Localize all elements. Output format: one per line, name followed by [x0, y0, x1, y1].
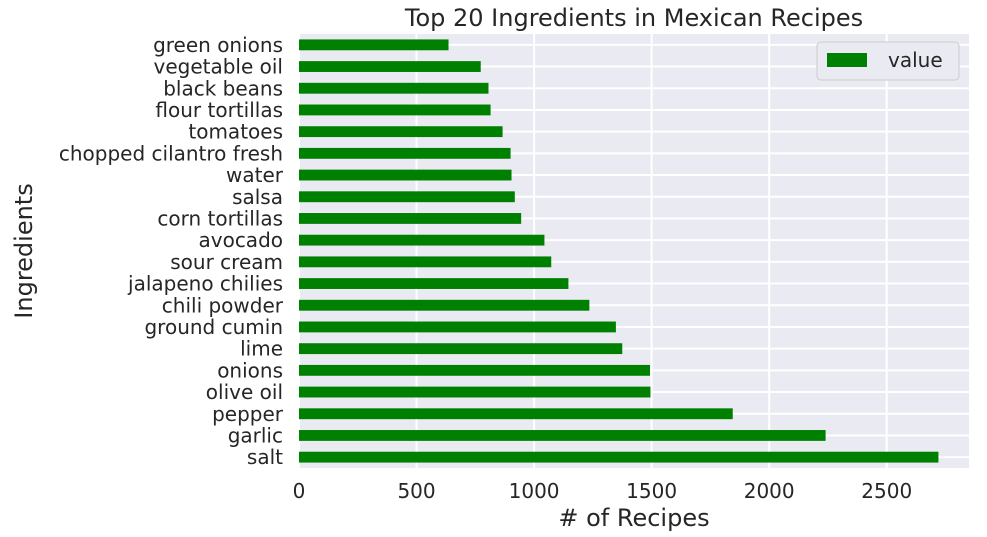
bar-black-beans — [299, 82, 489, 94]
x-tick-label: 0 — [293, 479, 306, 503]
bar-olive-oil — [299, 386, 651, 398]
y-tick-label: chili powder — [162, 293, 284, 317]
bar-flour-tortillas — [299, 104, 491, 116]
bar-chopped-cilantro-fresh — [299, 147, 511, 159]
y-tick-label: ground cumin — [144, 315, 283, 339]
bar-lime — [299, 343, 623, 355]
bar-salt — [299, 451, 939, 463]
bar-tomatoes — [299, 126, 503, 138]
y-tick-label: olive oil — [206, 380, 283, 404]
x-tick-labels: 0 500 1000 1500 2000 2500 — [293, 479, 913, 503]
y-tick-label: water — [226, 163, 284, 187]
x-tick-label: 500 — [397, 479, 435, 503]
x-tick-label: 1500 — [626, 479, 677, 503]
x-axis-label: # of Recipes — [558, 504, 709, 532]
bar-water — [299, 169, 512, 181]
bar-corn-tortillas — [299, 213, 522, 224]
bar-jalapeno-chilies — [299, 278, 569, 289]
legend-label: value — [888, 48, 943, 72]
y-tick-label: garlic — [228, 423, 283, 447]
bar-vegetable-oil — [299, 61, 481, 72]
bar-avocado — [299, 234, 545, 246]
y-tick-label: lime — [240, 337, 283, 361]
legend-box — [816, 41, 960, 81]
y-tick-label: salt — [247, 445, 283, 469]
y-tick-label: chopped cilantro fresh — [59, 141, 283, 165]
bar-salsa — [299, 191, 515, 203]
chart-title: Top 20 Ingredients in Mexican Recipes — [404, 4, 863, 32]
bar-ground-cumin — [299, 321, 616, 333]
y-tick-label: tomatoes — [188, 120, 283, 144]
bar-chili-powder — [299, 299, 590, 311]
y-tick-label: sour cream — [170, 250, 283, 274]
bars-layer — [299, 39, 939, 463]
y-tick-label: pepper — [212, 402, 284, 426]
y-tick-label: green onions — [153, 33, 283, 57]
y-tick-label: avocado — [198, 228, 283, 252]
legend-swatch — [827, 53, 867, 67]
y-axis-label: Ingredients — [10, 183, 38, 318]
x-tick-label: 1000 — [509, 479, 560, 503]
bar-sour-cream — [299, 256, 552, 268]
legend: value — [816, 41, 960, 81]
x-tick-label: 2500 — [861, 479, 912, 503]
y-tick-label: black beans — [163, 76, 283, 100]
y-tick-label: jalapeno chilies — [127, 272, 283, 296]
x-tick-label: 2000 — [744, 479, 795, 503]
plot-background — [299, 34, 969, 468]
y-tick-label: vegetable oil — [153, 55, 283, 79]
y-tick-label: corn tortillas — [157, 206, 283, 230]
bar-green-onions — [299, 39, 449, 51]
y-tick-label: salsa — [232, 185, 283, 209]
y-tick-label: onions — [217, 358, 283, 382]
y-tick-label: flour tortillas — [155, 98, 283, 122]
bar-garlic — [299, 430, 826, 441]
bar-pepper — [299, 408, 733, 420]
bar-onions — [299, 364, 650, 376]
